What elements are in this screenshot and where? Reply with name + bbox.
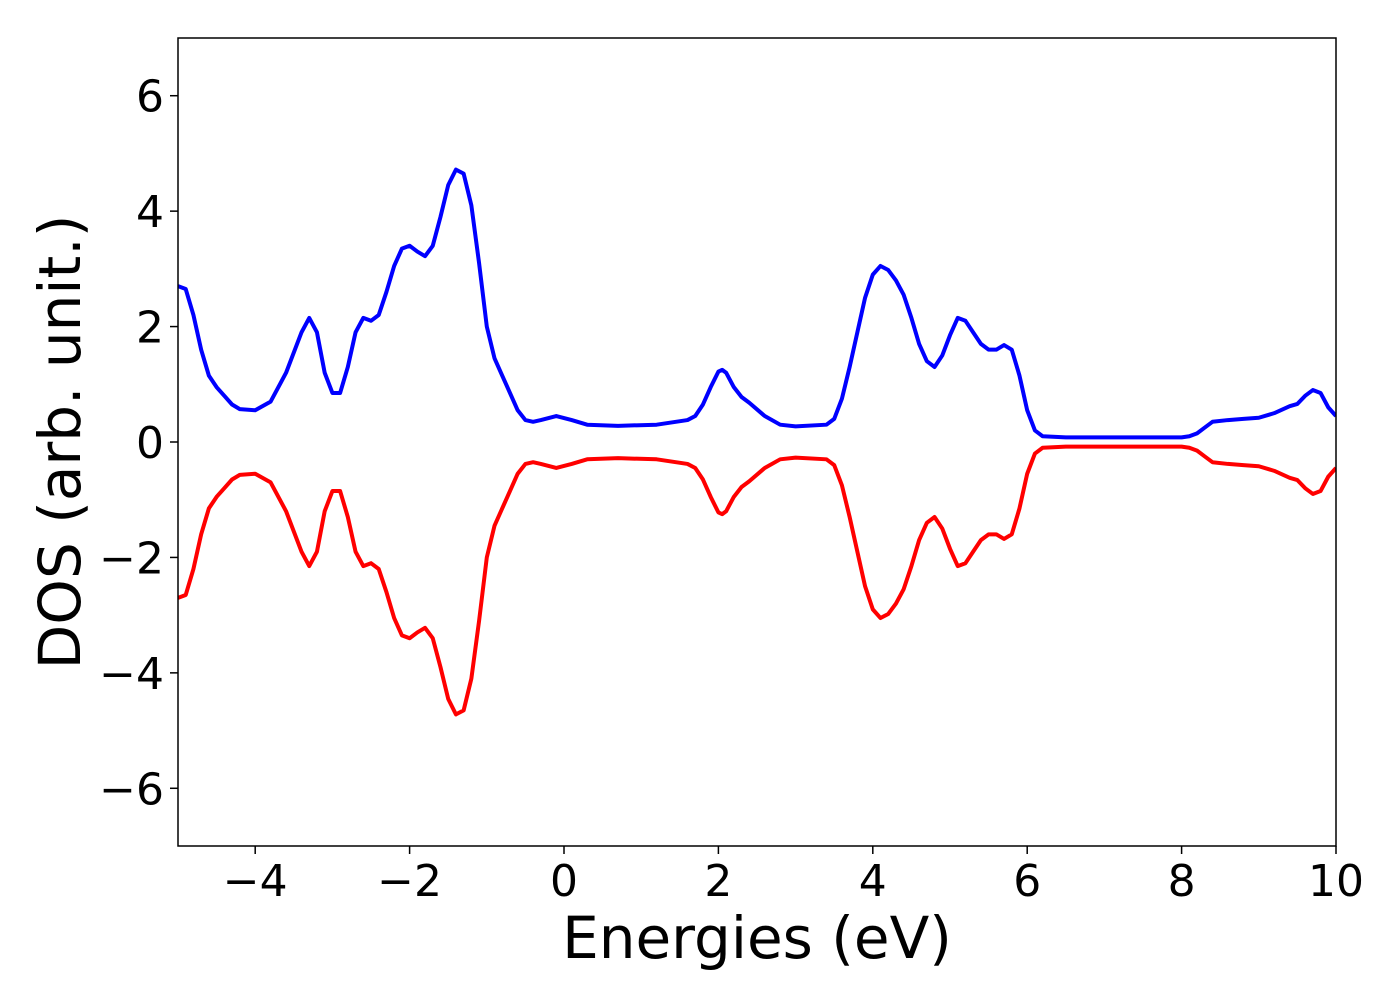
x-tick-label: 0 bbox=[550, 856, 578, 907]
x-tick-label: 2 bbox=[704, 856, 732, 907]
series-line bbox=[178, 444, 1336, 717]
y-tick-label: −6 bbox=[99, 764, 164, 815]
x-tick-label: 10 bbox=[1308, 856, 1364, 907]
y-tick-label: 2 bbox=[136, 303, 164, 354]
y-tick-label: 0 bbox=[136, 418, 164, 469]
x-axis-label: Energies (eV) bbox=[562, 904, 952, 972]
y-tick-label: 6 bbox=[136, 72, 164, 123]
plot-frame bbox=[177, 37, 1337, 847]
x-tick-label: 8 bbox=[1168, 856, 1196, 907]
x-tick-label: −2 bbox=[377, 856, 442, 907]
x-tick-label: 6 bbox=[1013, 856, 1041, 907]
series-line bbox=[178, 167, 1336, 440]
y-axis-label: DOS (arb. unit.) bbox=[26, 215, 94, 670]
x-tick-label: −4 bbox=[223, 856, 288, 907]
x-tick-label: 4 bbox=[859, 856, 887, 907]
y-tick-label: −2 bbox=[99, 533, 164, 584]
y-tick-label: −4 bbox=[99, 649, 164, 700]
y-tick-label: 4 bbox=[136, 187, 164, 238]
